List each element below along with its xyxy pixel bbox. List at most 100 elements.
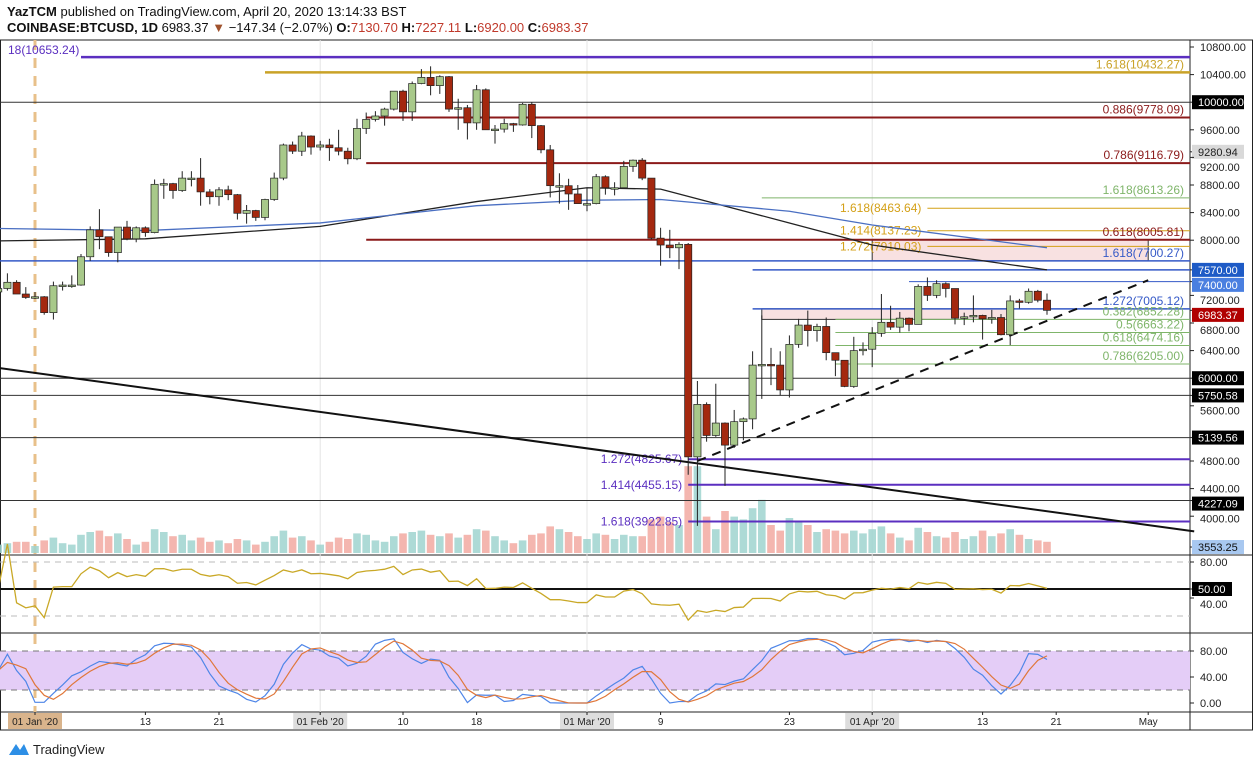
candle: [187, 171, 196, 187]
volume-bar: [169, 536, 177, 553]
price-tick-label: 8400.00: [1200, 208, 1240, 220]
candle-body: [518, 103, 527, 126]
dashed-trendline: [697, 279, 1149, 462]
price-badge: [1192, 277, 1244, 292]
candle: [1033, 289, 1042, 303]
low-label: L:: [464, 20, 478, 35]
candle-body: [767, 364, 775, 367]
candle: [776, 351, 785, 396]
candle-body: [831, 352, 840, 361]
low-value: 6920.00: [477, 20, 525, 35]
price-tick-label: 10800.00: [1200, 42, 1246, 54]
candle: [711, 383, 720, 437]
time-tick-highlight: [845, 713, 900, 729]
high-value: 7227.11: [415, 20, 462, 35]
volume-bar: [463, 534, 472, 553]
price-tick-label: 4800.00: [1200, 456, 1240, 468]
candle: [113, 226, 122, 263]
stoch-tick-label: 80.00: [1200, 646, 1228, 658]
volume-bar: [252, 544, 260, 553]
candle: [794, 318, 803, 348]
volume-bar: [601, 534, 610, 553]
candle: [785, 335, 794, 398]
author[interactable]: YazTCM: [7, 4, 57, 19]
candle: [261, 198, 269, 221]
level-label: 18(10653.24): [8, 43, 79, 57]
candle: [3, 273, 12, 291]
time-tick-label: 18: [471, 717, 483, 728]
candle-body: [279, 144, 288, 179]
candle: [0, 288, 3, 293]
level-label: 1.618(8613.26): [1103, 183, 1184, 197]
volume-bar: [417, 530, 426, 553]
price-badge: [1192, 496, 1244, 511]
price-badge: [1192, 371, 1244, 386]
volume-bar: [518, 540, 527, 553]
price-tick-label: 6800.00: [1200, 325, 1240, 337]
candle-body: [923, 286, 932, 296]
volume-bar: [40, 540, 48, 553]
candle: [822, 317, 831, 361]
volume-bar: [224, 543, 232, 553]
open-label: O:: [336, 20, 351, 35]
candle: [813, 323, 821, 342]
volume-bar: [675, 525, 683, 553]
candle-body: [665, 244, 674, 249]
volume-bar: [1024, 539, 1033, 553]
candle: [224, 185, 233, 201]
candle-body: [564, 185, 573, 195]
volume-bar: [454, 537, 462, 553]
volume-bar: [951, 532, 959, 553]
tradingview-logo[interactable]: TradingView: [8, 741, 105, 757]
candle-body: [610, 187, 619, 190]
candle: [215, 187, 223, 206]
candle-body: [849, 350, 858, 387]
candle-body: [297, 135, 306, 152]
price-badge-label: 5750.58: [1198, 390, 1238, 402]
volume-bar: [822, 529, 830, 553]
volume-bar: [123, 539, 131, 553]
candle-body: [408, 83, 417, 113]
candle-body: [0, 288, 3, 293]
candle-body: [675, 243, 683, 249]
price-change: −147.34 (−2.07%): [228, 20, 333, 35]
price-badge: [1192, 307, 1244, 322]
candle-body: [435, 76, 444, 86]
volume-bar: [969, 536, 978, 553]
candle: [307, 135, 315, 155]
time-tick-label: 13: [977, 717, 989, 728]
volume-bar: [988, 536, 996, 553]
candle-body: [693, 404, 702, 458]
volume-bar: [408, 532, 416, 553]
candle-body: [472, 89, 481, 124]
candle-body: [629, 159, 637, 167]
candle: [730, 409, 739, 448]
candle: [665, 229, 674, 259]
volume-bar: [279, 530, 288, 553]
candle: [721, 422, 729, 486]
time-tick-label: 23: [784, 717, 796, 728]
candle-body: [463, 107, 472, 124]
symbol[interactable]: COINBASE:BTCUSD, 1D: [7, 20, 158, 35]
candle-body: [67, 284, 76, 287]
candle: [463, 104, 472, 140]
candle: [886, 305, 895, 330]
candle: [334, 129, 343, 156]
level-label: 1.618(10432.27): [1096, 57, 1184, 71]
level-label: 0.786(6205.00): [1103, 349, 1184, 363]
volume-bar: [77, 534, 85, 553]
chart-canvas[interactable]: 18(10653.24) 1.618(10432.27) 0.886(9778.09…: [0, 0, 1253, 735]
candle-body: [12, 281, 21, 295]
candle-body: [592, 176, 601, 204]
candle-body: [3, 281, 12, 289]
volume-bar: [730, 516, 738, 553]
last-price: 6983.37: [161, 20, 209, 35]
candle: [288, 141, 297, 154]
price-tick-label: 4400.00: [1200, 484, 1240, 496]
candle-body: [859, 348, 867, 352]
volume-bar: [840, 533, 849, 553]
candle-body: [187, 177, 196, 180]
candle-body: [537, 125, 545, 151]
candle: [77, 254, 85, 286]
candle: [270, 172, 279, 201]
